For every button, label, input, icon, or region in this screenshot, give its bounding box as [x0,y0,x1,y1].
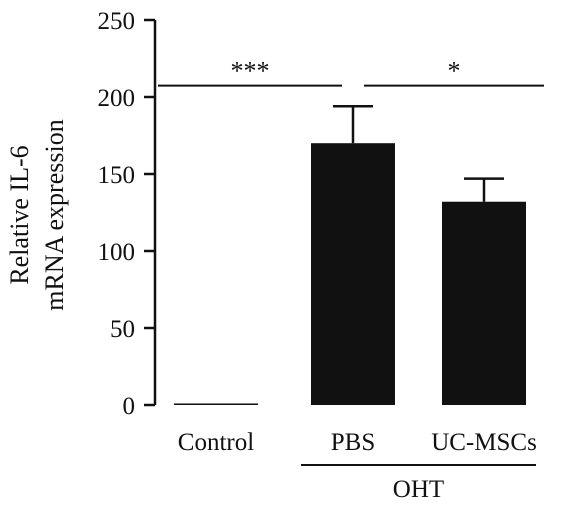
x-category-label-pbs: PBS [331,429,375,456]
y-tick-label-1: 50 [110,316,135,343]
x-category-label-control: Control [178,429,254,456]
significance-label-0: *** [231,57,270,86]
group-label: OHT [393,476,444,503]
y-tick-label-0: 0 [123,393,136,420]
bar-uc-mscs [442,201,526,405]
y-tick-label-3: 150 [98,162,136,189]
labels: Relative IL-6 mRNA expression Control PBS… [5,119,537,503]
significance-annotations: *** * [158,57,544,87]
y-tick-label-5: 250 [98,8,136,35]
x-category-label-uc-mscs: UC-MSCs [431,429,537,456]
y-axis-label-line-1: Relative IL-6 [5,145,34,284]
bars [174,104,526,405]
bar-pbs [311,143,395,405]
y-tick-label-4: 200 [98,85,136,112]
y-tick-label-2: 100 [98,239,136,266]
significance-label-1: * [448,57,461,86]
y-axis-label-line-2: mRNA expression [40,119,69,310]
bar-control [174,403,258,405]
axes: 0 50 100 150 200 250 [98,8,157,420]
